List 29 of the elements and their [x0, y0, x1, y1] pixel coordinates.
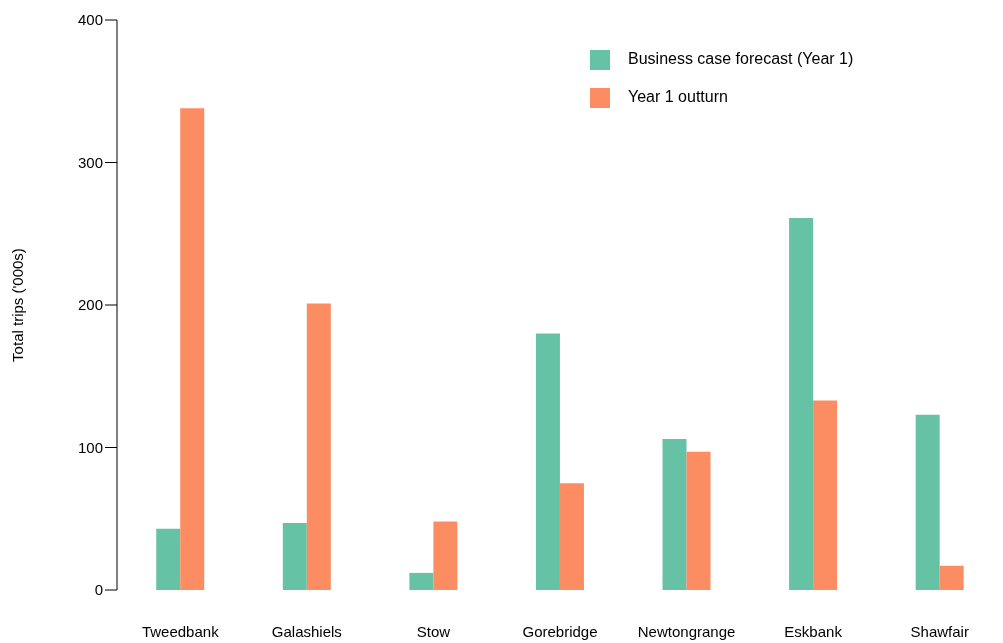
y-tick-label: 400	[77, 11, 103, 29]
x-tick-label: Tweedbank	[141, 622, 220, 640]
x-tick-label: Stow	[416, 622, 451, 640]
y-tick-label: 100	[77, 438, 103, 456]
legend-label: Year 1 outturn	[628, 88, 728, 105]
bar	[813, 400, 838, 590]
y-tick-label: 300	[77, 153, 103, 171]
bar	[409, 572, 434, 590]
y-axis-title: Total trips ('000s)	[9, 248, 27, 362]
bar	[789, 218, 814, 590]
bar	[282, 523, 307, 590]
x-tick-label: Eskbank	[784, 622, 843, 640]
bar	[559, 483, 584, 590]
bar	[433, 521, 458, 590]
bar	[915, 414, 940, 590]
x-tick-label: Galashiels	[271, 622, 342, 640]
bar	[686, 451, 711, 590]
y-tick-label: 0	[94, 581, 103, 599]
bar	[535, 333, 560, 590]
x-tick-label: Newtongrange	[637, 622, 736, 640]
bar	[662, 438, 687, 590]
bar	[156, 528, 181, 590]
bar	[306, 303, 331, 590]
y-tick-label: 200	[77, 296, 103, 314]
x-tick-label: Shawfair	[910, 622, 969, 640]
legend-label: Business case forecast (Year 1)	[628, 50, 854, 67]
bar	[939, 565, 964, 590]
bar	[180, 108, 205, 590]
x-tick-label: Gorebridge	[522, 622, 598, 640]
